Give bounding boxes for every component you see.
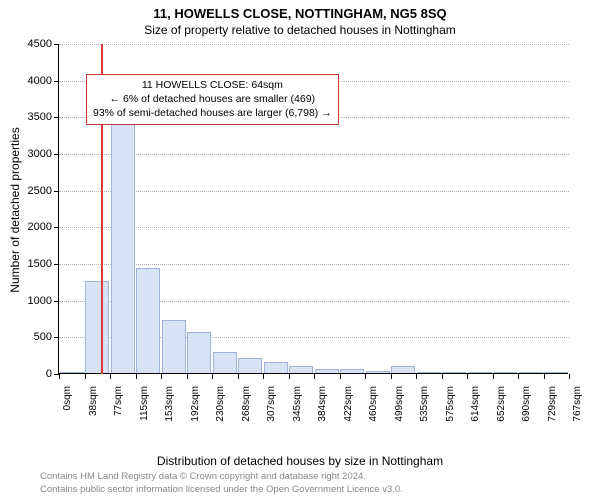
x-tick-label: 535sqm	[419, 386, 430, 422]
x-tick-label: 115sqm	[139, 386, 150, 421]
histogram-bar	[289, 366, 313, 373]
y-tick-label: 4000	[12, 75, 52, 87]
y-tick-mark	[54, 117, 59, 118]
y-tick-label: 3000	[12, 148, 52, 160]
y-tick-label: 2000	[12, 221, 52, 233]
histogram-bar	[544, 372, 568, 373]
histogram-bar	[417, 372, 441, 373]
x-tick-label: 153sqm	[164, 386, 175, 422]
y-tick-mark	[54, 227, 59, 228]
histogram-bar	[213, 352, 237, 373]
x-tick-label: 0sqm	[62, 386, 73, 410]
x-tick-mark	[365, 374, 366, 379]
y-tick-label: 0	[12, 368, 52, 380]
x-tick-label: 614sqm	[470, 386, 481, 422]
histogram-bar	[519, 372, 543, 373]
x-tick-label: 460sqm	[368, 386, 379, 422]
x-tick-mark	[59, 374, 60, 379]
y-tick-label: 4500	[12, 38, 52, 50]
x-tick-mark	[391, 374, 392, 379]
x-tick-mark	[569, 374, 570, 379]
x-tick-mark	[493, 374, 494, 379]
y-tick-mark	[54, 337, 59, 338]
grid-line	[59, 154, 569, 155]
y-tick-mark	[54, 191, 59, 192]
histogram-bar	[315, 369, 339, 373]
x-tick-mark	[467, 374, 468, 379]
y-tick-mark	[54, 154, 59, 155]
y-tick-mark	[54, 264, 59, 265]
x-tick-mark	[289, 374, 290, 379]
histogram-bar	[238, 358, 262, 373]
x-tick-label: 575sqm	[445, 386, 456, 422]
histogram-bar	[366, 371, 390, 373]
histogram-bar	[391, 366, 415, 373]
histogram-bar	[187, 332, 211, 373]
x-tick-label: 652sqm	[496, 386, 507, 422]
histogram-bar	[85, 281, 109, 373]
y-tick-label: 500	[12, 331, 52, 343]
x-tick-label: 38sqm	[88, 386, 99, 416]
x-tick-mark	[136, 374, 137, 379]
y-tick-mark	[54, 44, 59, 45]
grid-line	[59, 191, 569, 192]
x-tick-mark	[263, 374, 264, 379]
histogram-bar	[493, 372, 517, 373]
plot-wrap: 0sqm38sqm77sqm115sqm153sqm192sqm230sqm26…	[58, 44, 568, 374]
x-tick-mark	[442, 374, 443, 379]
y-tick-label: 1500	[12, 258, 52, 270]
x-tick-label: 230sqm	[215, 386, 226, 422]
x-tick-label: 384sqm	[317, 386, 328, 422]
grid-line	[59, 44, 569, 45]
annotation-line3: 93% of semi-detached houses are larger (…	[93, 106, 332, 120]
histogram-bar	[442, 372, 466, 373]
histogram-bar	[264, 362, 288, 373]
x-tick-label: 729sqm	[547, 386, 558, 422]
x-tick-mark	[187, 374, 188, 379]
x-tick-mark	[314, 374, 315, 379]
y-tick-label: 1000	[12, 295, 52, 307]
histogram-bar	[136, 268, 160, 373]
histogram-bar	[162, 320, 186, 373]
histogram-bar	[60, 372, 84, 373]
x-tick-label: 192sqm	[190, 386, 201, 422]
x-tick-label: 690sqm	[521, 386, 532, 422]
x-tick-mark	[110, 374, 111, 379]
x-tick-label: 307sqm	[266, 386, 277, 422]
x-tick-label: 767sqm	[572, 386, 583, 422]
x-tick-label: 422sqm	[343, 386, 354, 422]
footer-line2: Contains public sector information licen…	[40, 484, 403, 496]
x-tick-label: 77sqm	[113, 386, 124, 416]
x-tick-label: 268sqm	[241, 386, 252, 422]
x-tick-mark	[212, 374, 213, 379]
histogram-bar	[340, 369, 364, 373]
footer-line1: Contains HM Land Registry data © Crown c…	[40, 471, 403, 483]
x-tick-mark	[161, 374, 162, 379]
x-tick-label: 345sqm	[292, 386, 303, 422]
histogram-bar	[468, 372, 492, 373]
x-tick-label: 499sqm	[394, 386, 405, 422]
x-tick-mark	[340, 374, 341, 379]
y-tick-mark	[54, 301, 59, 302]
chart-subtitle: Size of property relative to detached ho…	[0, 21, 600, 37]
x-tick-mark	[85, 374, 86, 379]
grid-line	[59, 264, 569, 265]
annotation-line2: ← 6% of detached houses are smaller (469…	[93, 92, 332, 106]
grid-line	[59, 227, 569, 228]
x-tick-mark	[518, 374, 519, 379]
y-tick-label: 2500	[12, 185, 52, 197]
annotation-line1: 11 HOWELLS CLOSE: 64sqm	[93, 78, 332, 92]
x-axis-label: Distribution of detached houses by size …	[0, 454, 600, 468]
histogram-bar	[111, 118, 135, 373]
chart-title: 11, HOWELLS CLOSE, NOTTINGHAM, NG5 8SQ	[0, 0, 600, 21]
footer-attribution: Contains HM Land Registry data © Crown c…	[40, 471, 403, 496]
y-tick-label: 3500	[12, 111, 52, 123]
chart-container: 11, HOWELLS CLOSE, NOTTINGHAM, NG5 8SQ S…	[0, 0, 600, 500]
x-tick-mark	[544, 374, 545, 379]
annotation-box: 11 HOWELLS CLOSE: 64sqm ← 6% of detached…	[86, 74, 339, 125]
x-tick-mark	[416, 374, 417, 379]
x-tick-mark	[238, 374, 239, 379]
y-tick-mark	[54, 81, 59, 82]
